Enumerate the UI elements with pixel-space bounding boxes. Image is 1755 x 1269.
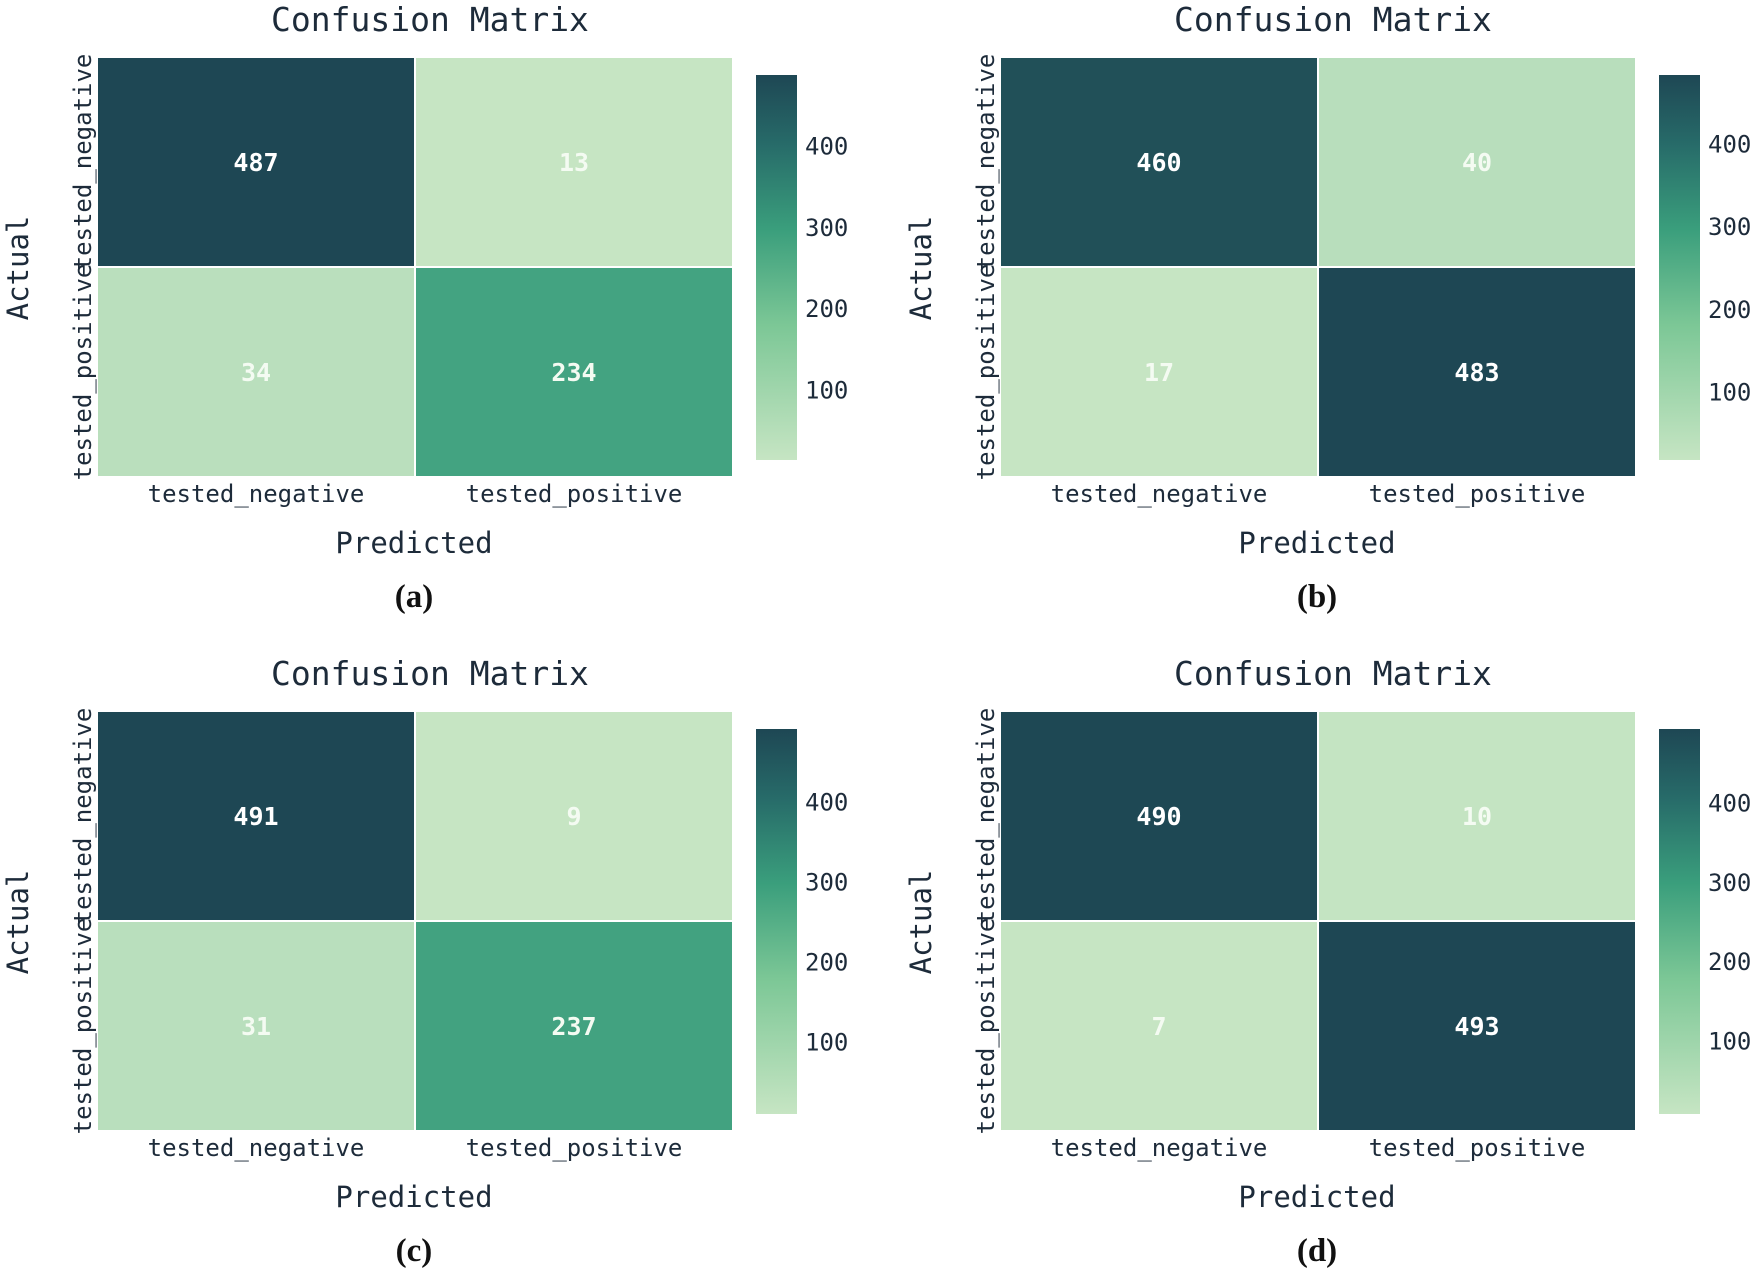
y-axis-label: Actual <box>904 870 938 975</box>
heatmap-cell-r0-c1 <box>416 58 732 266</box>
heatmap-cell-r1-c1 <box>416 922 732 1130</box>
heatmap-cell-r1-c0 <box>98 268 414 476</box>
heatmap-cell-r0-c1 <box>1319 58 1635 266</box>
cell-value-label: 9 <box>566 802 581 831</box>
cell-value-label: 493 <box>1454 1012 1499 1041</box>
y-axis-label: Actual <box>1 216 35 321</box>
x-tick-label: tested_negative <box>1051 1134 1268 1162</box>
colorbar-tick-label: 100 <box>805 1028 848 1056</box>
colorbar-tick-label: 100 <box>805 376 848 404</box>
colorbar-tick-label: 300 <box>805 869 848 897</box>
x-axis-label: Predicted <box>1238 1180 1395 1214</box>
panel-b: Confusion Matrix 460 40 17 483 tested_negativ… <box>904 0 1751 615</box>
chart-title: Confusion Matrix <box>1174 654 1492 693</box>
colorbar-tick-label: 400 <box>1708 131 1751 159</box>
subcaption: (c) <box>396 1233 433 1269</box>
y-tick-label: tested_positive <box>69 264 97 481</box>
cell-value-label: 490 <box>1136 802 1181 831</box>
panel-d: Confusion Matrix 490 10 7 493 tested_negative… <box>904 654 1751 1269</box>
subcaption: (a) <box>395 579 433 615</box>
colorbar <box>1659 729 1700 1114</box>
colorbar <box>1659 75 1700 460</box>
colorbar-tick-label: 100 <box>1708 1027 1751 1055</box>
chart-title: Confusion Matrix <box>1174 0 1492 39</box>
heatmap-cell-r1-c0 <box>1001 922 1317 1130</box>
colorbar-tick-label: 300 <box>805 214 848 242</box>
x-tick-label: tested_negative <box>148 1134 365 1162</box>
heatmap-cell-r1-c0 <box>1001 268 1317 476</box>
colorbar <box>756 729 797 1114</box>
subcaption: (d) <box>1297 1233 1337 1269</box>
x-tick-label: tested_positive <box>1369 480 1586 508</box>
cell-value-label: 10 <box>1462 802 1492 831</box>
cell-value-label: 31 <box>241 1012 271 1041</box>
heatmap-cell-r0-c0 <box>1001 712 1317 920</box>
colorbar-tick-label: 200 <box>805 295 848 323</box>
x-tick-label: tested_positive <box>1369 1134 1586 1162</box>
cell-value-label: 13 <box>559 148 589 177</box>
cell-value-label: 234 <box>551 358 596 387</box>
cell-value-label: 40 <box>1462 148 1492 177</box>
heatmap-cell-r1-c1 <box>1319 268 1635 476</box>
colorbar-tick-label: 300 <box>1708 213 1751 241</box>
panel-c: Confusion Matrix 491 9 31 237 tested_negative… <box>1 654 848 1269</box>
heatmap-cell-r1-c1 <box>416 268 732 476</box>
colorbar-tick-label: 200 <box>1708 948 1751 976</box>
y-axis-label: Actual <box>1 870 35 975</box>
heatmap-cell-r0-c0 <box>1001 58 1317 266</box>
x-axis-label: Predicted <box>1238 526 1395 560</box>
x-axis-label: Predicted <box>335 526 492 560</box>
colorbar-tick-label: 100 <box>1708 378 1751 406</box>
chart-title: Confusion Matrix <box>271 0 589 39</box>
cell-value-label: 17 <box>1144 358 1174 387</box>
subcaption: (b) <box>1297 579 1337 615</box>
y-axis-label: Actual <box>904 216 938 321</box>
y-tick-label: tested_negative <box>69 708 97 925</box>
cell-value-label: 491 <box>233 802 278 831</box>
heatmap-cell-r0-c1 <box>1319 712 1635 920</box>
heatmap-cell-r0-c1 <box>416 712 732 920</box>
chart-title: Confusion Matrix <box>271 654 589 693</box>
colorbar-tick-label: 400 <box>1708 790 1751 818</box>
x-tick-label: tested_positive <box>466 1134 683 1162</box>
colorbar-tick-label: 400 <box>805 133 848 161</box>
x-tick-label: tested_negative <box>1051 480 1268 508</box>
x-tick-label: tested_positive <box>466 480 683 508</box>
colorbar-tick-label: 200 <box>1708 296 1751 324</box>
y-tick-label: tested_positive <box>972 264 1000 481</box>
panel-a: Confusion Matrix 487 13 34 234 tested_negativ… <box>1 0 848 615</box>
y-tick-label: tested_positive <box>69 918 97 1135</box>
x-axis-label: Predicted <box>335 1180 492 1214</box>
heatmap-cell-r0-c0 <box>98 58 414 266</box>
cell-value-label: 34 <box>241 358 271 387</box>
colorbar-tick-label: 300 <box>1708 869 1751 897</box>
colorbar <box>756 75 797 460</box>
heatmap-cell-r1-c1 <box>1319 922 1635 1130</box>
y-tick-label: tested_positive <box>972 918 1000 1135</box>
cell-value-label: 7 <box>1151 1012 1166 1041</box>
y-tick-label: tested_negative <box>972 708 1000 925</box>
heatmap-cell-r0-c0 <box>98 712 414 920</box>
cell-value-label: 487 <box>233 148 278 177</box>
cell-value-label: 460 <box>1136 148 1181 177</box>
colorbar-tick-label: 200 <box>805 948 848 976</box>
heatmap-cell-r1-c0 <box>98 922 414 1130</box>
colorbar-tick-label: 400 <box>805 789 848 817</box>
cell-value-label: 237 <box>551 1012 596 1041</box>
y-tick-label: tested_negative <box>972 54 1000 271</box>
x-tick-label: tested_negative <box>148 480 365 508</box>
cell-value-label: 483 <box>1454 358 1499 387</box>
y-tick-label: tested_negative <box>69 54 97 271</box>
